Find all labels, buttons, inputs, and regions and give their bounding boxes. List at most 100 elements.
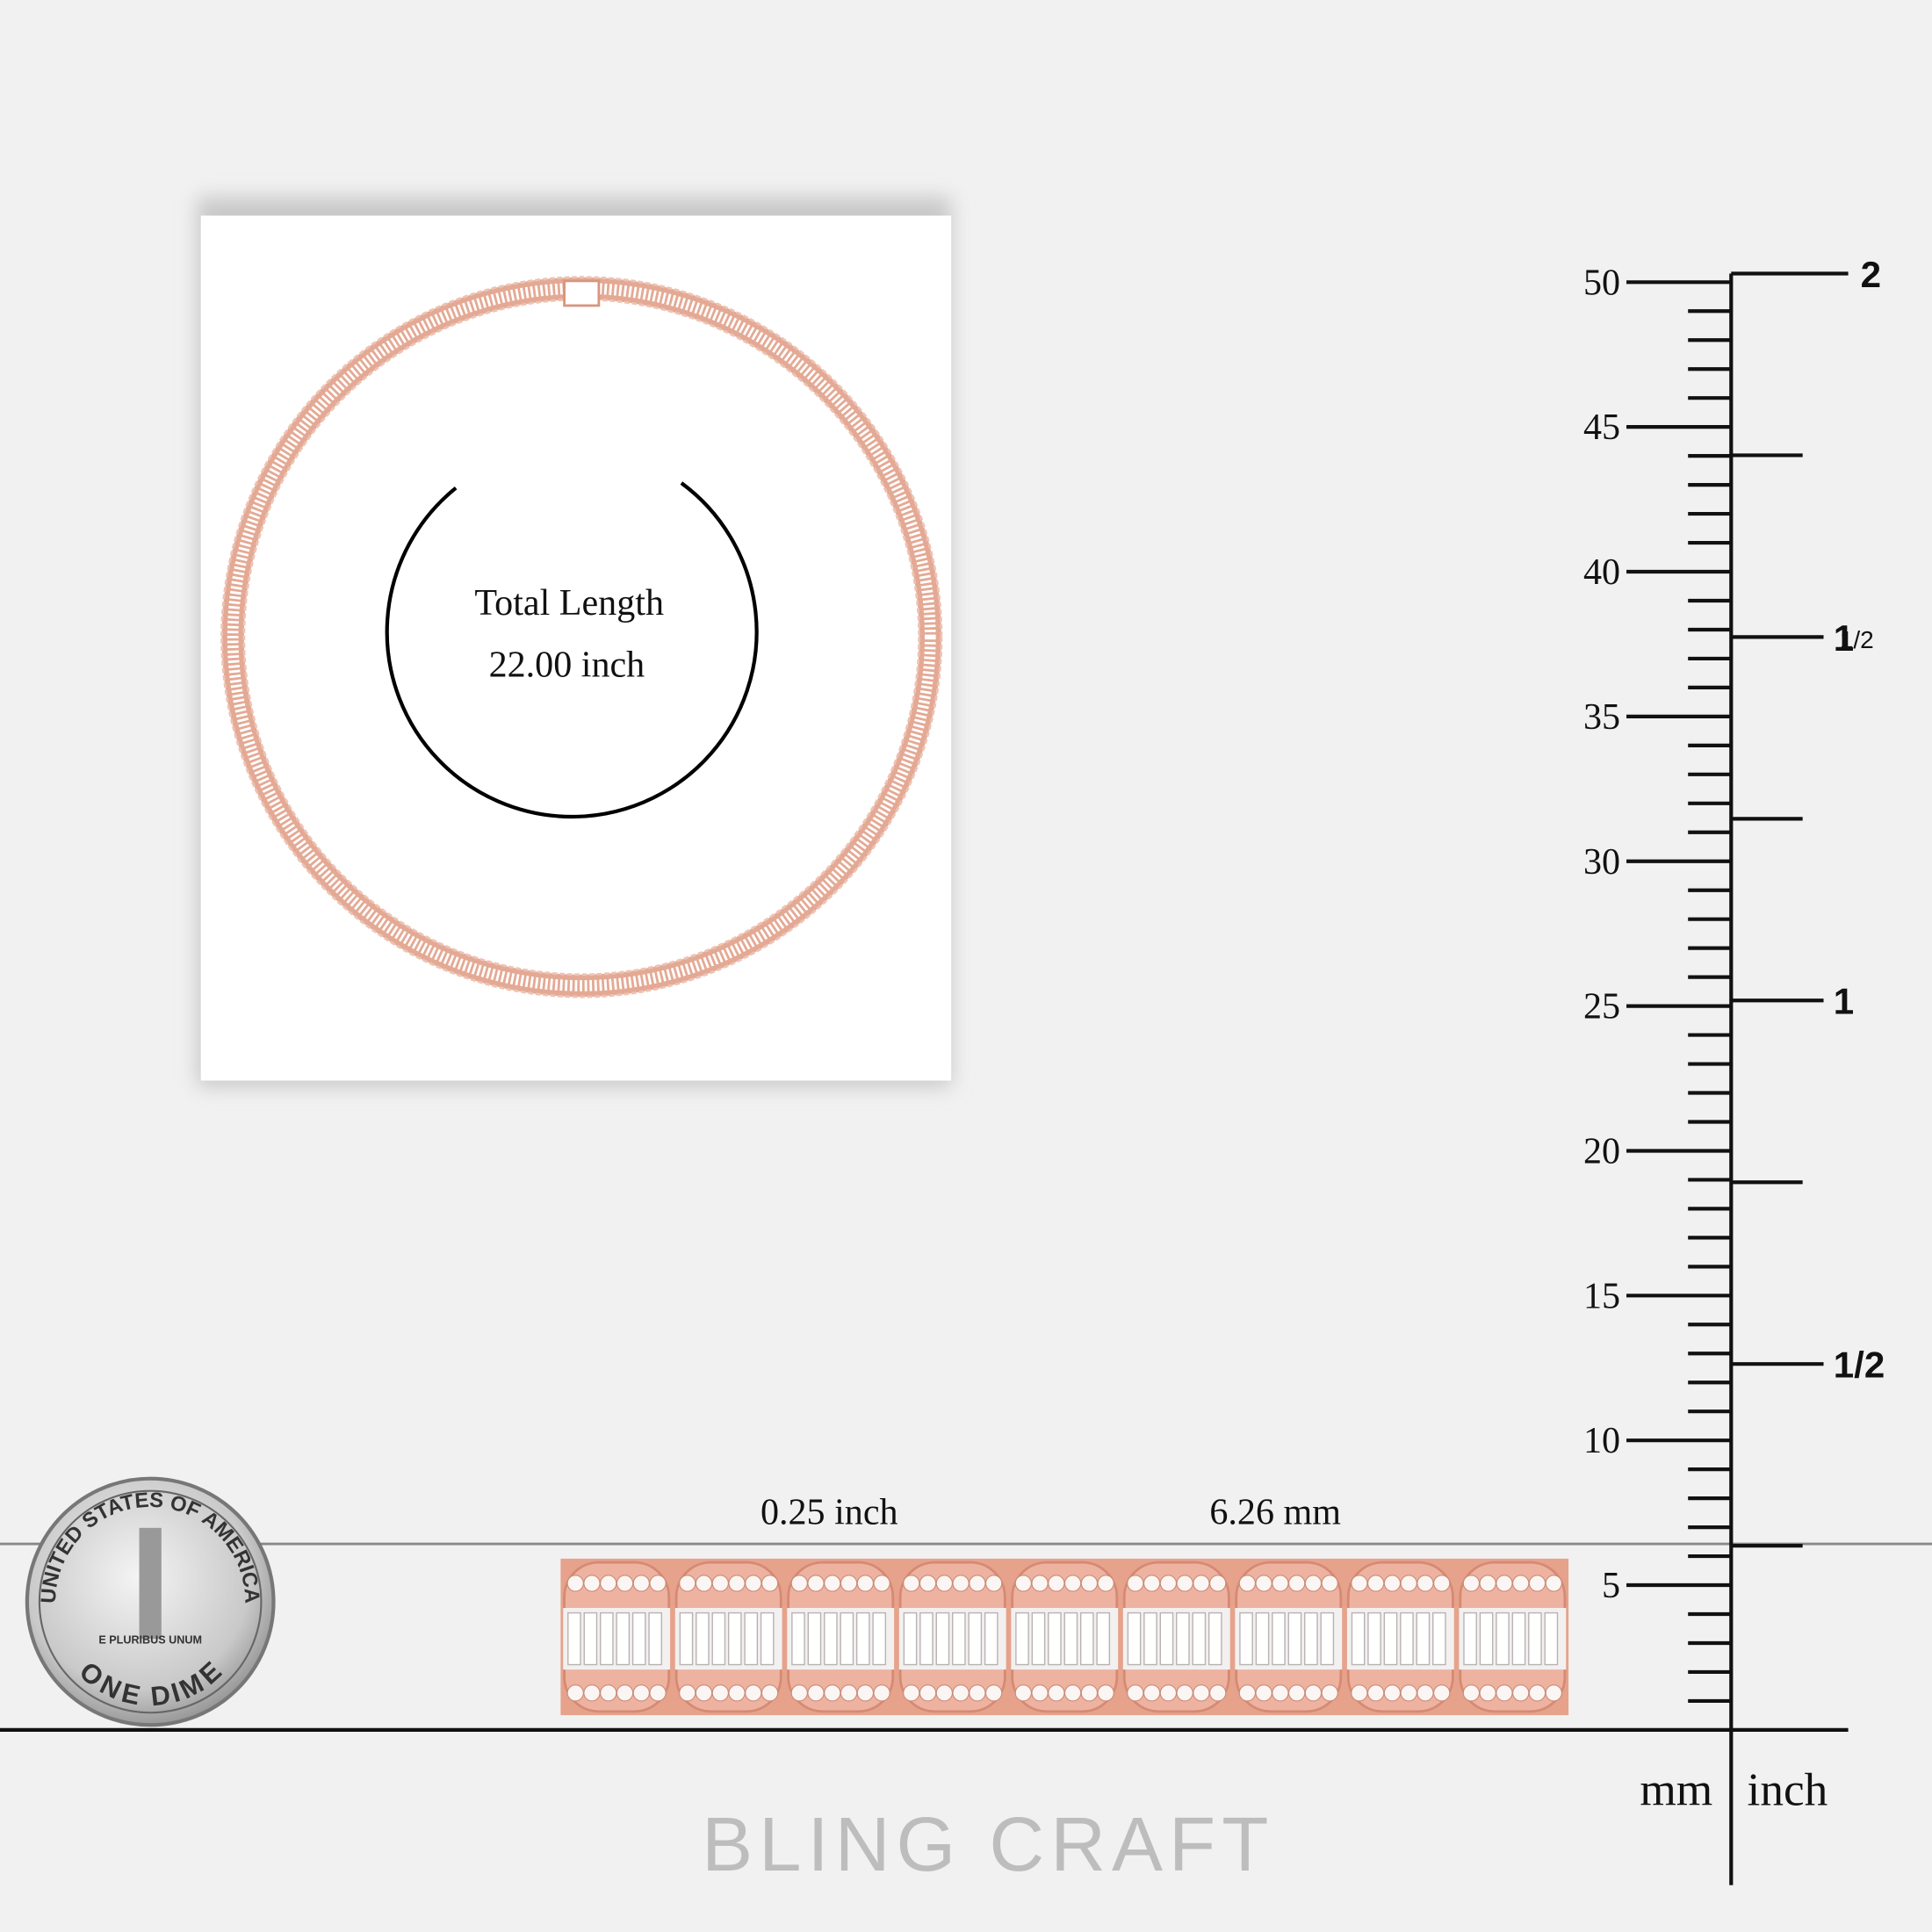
diamond [984, 1575, 1003, 1592]
unit-mm: mm [1640, 1763, 1712, 1815]
diamond [1272, 1575, 1289, 1592]
baguette [1192, 1611, 1207, 1666]
mm-label: 35 [1583, 696, 1620, 738]
diamond [695, 1575, 713, 1592]
diamond [632, 1684, 650, 1702]
diamond [695, 1684, 713, 1702]
brand: BLING CRAFT [702, 1802, 1274, 1887]
diamond [1433, 1684, 1451, 1702]
diamond [1496, 1575, 1513, 1592]
diamond [1400, 1684, 1417, 1702]
baguette [1096, 1611, 1111, 1666]
diamond [824, 1684, 841, 1702]
diamond [1255, 1575, 1272, 1592]
baguette [1400, 1611, 1414, 1666]
baguette [807, 1611, 822, 1666]
mm-label: 15 [1583, 1275, 1620, 1316]
diamond [1048, 1684, 1065, 1702]
diamond [583, 1684, 601, 1702]
diamond [583, 1575, 601, 1592]
baguette [935, 1611, 950, 1666]
diamond [632, 1575, 650, 1592]
diamond [919, 1575, 937, 1592]
baguette [1239, 1611, 1253, 1666]
baguette [872, 1611, 887, 1666]
necklace-edge [220, 276, 943, 998]
baguette [919, 1611, 934, 1666]
mm-label: 40 [1583, 551, 1620, 593]
baguette [824, 1611, 838, 1666]
baguette [1255, 1611, 1270, 1666]
baguette [679, 1611, 694, 1666]
baguette [1432, 1611, 1446, 1666]
baguette [616, 1611, 631, 1666]
diamond [1014, 1684, 1033, 1702]
baguette [791, 1611, 805, 1666]
diamond [1255, 1684, 1272, 1702]
diamond [1304, 1684, 1323, 1702]
baguette [760, 1611, 775, 1666]
inch-label: 2 [1861, 254, 1881, 295]
baguette [903, 1611, 918, 1666]
necklace [220, 276, 943, 998]
diamond [1351, 1575, 1368, 1592]
diamond [935, 1684, 954, 1702]
diamond [761, 1575, 779, 1592]
diamond [1176, 1684, 1193, 1702]
diamond [711, 1684, 729, 1702]
diamond [1209, 1575, 1227, 1592]
diamond [728, 1575, 746, 1592]
mm-label: 50 [1583, 262, 1620, 303]
mm-label: 25 [1583, 986, 1620, 1027]
diamond [1272, 1684, 1289, 1702]
baguette [984, 1611, 998, 1666]
baguette [855, 1611, 870, 1666]
diamond [745, 1575, 762, 1592]
diamond [1080, 1575, 1099, 1592]
diamond [1209, 1684, 1227, 1702]
inch-label: 1/2 [1834, 1344, 1885, 1386]
clasp [563, 279, 601, 307]
baguette [727, 1611, 742, 1666]
bracelet [560, 1558, 1569, 1716]
diamond [761, 1684, 779, 1702]
diamond [935, 1575, 954, 1592]
diamond [1063, 1575, 1082, 1592]
diamond [1159, 1575, 1178, 1592]
diamond [903, 1684, 920, 1702]
baguette [696, 1611, 710, 1666]
inch-label: 1 [1834, 981, 1854, 1022]
baguette [711, 1611, 726, 1666]
coin-rim [38, 1489, 263, 1714]
baguette [744, 1611, 759, 1666]
diamond [1014, 1575, 1033, 1592]
diamond [566, 1684, 584, 1702]
diamond [919, 1684, 937, 1702]
mm-label: 45 [1583, 407, 1620, 448]
diamond [1321, 1575, 1338, 1592]
length-value: 22.00 inch [489, 644, 645, 685]
diamond [1321, 1684, 1338, 1702]
baguette [1272, 1611, 1286, 1666]
baguette [1127, 1611, 1142, 1666]
diamond [1512, 1684, 1530, 1702]
baguette [1320, 1611, 1335, 1666]
mm-label: 20 [1583, 1130, 1620, 1171]
diamond [1193, 1684, 1210, 1702]
diamond [1097, 1575, 1114, 1592]
diamond [1031, 1575, 1049, 1592]
diamond [1545, 1575, 1562, 1592]
diamond [984, 1684, 1003, 1702]
baguette [1528, 1611, 1542, 1666]
baguette [952, 1611, 966, 1666]
diamond [679, 1684, 696, 1702]
diamond [745, 1684, 762, 1702]
diamond [1097, 1684, 1114, 1702]
diamond [856, 1684, 875, 1702]
diamond [873, 1684, 890, 1702]
diamond [1479, 1575, 1496, 1592]
unit-inch: inch [1748, 1763, 1828, 1815]
baguette [1063, 1611, 1078, 1666]
diamond [600, 1684, 617, 1702]
